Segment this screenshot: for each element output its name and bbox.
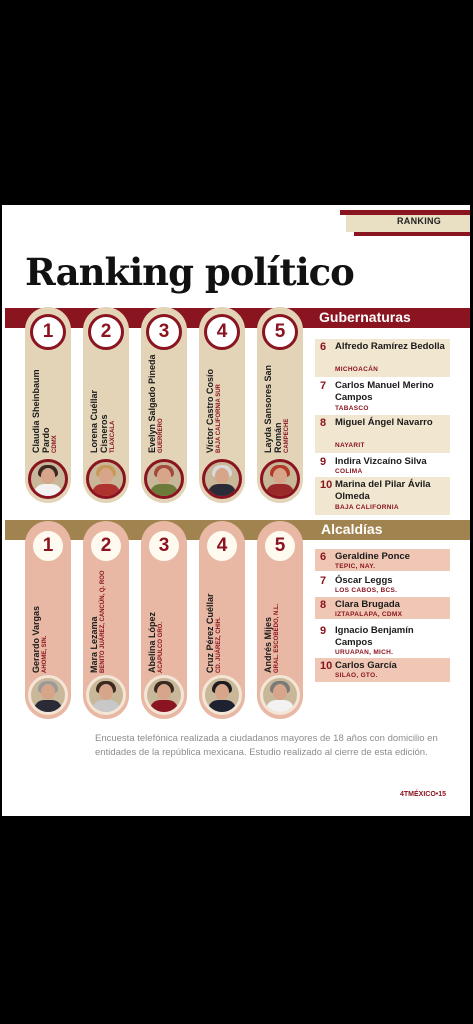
list-rank: 6 — [320, 341, 327, 353]
governor-state: CAMPECHE — [284, 418, 290, 453]
governor-name: Layda Sansores San Román — [263, 364, 283, 453]
rank-badge: 5 — [262, 528, 298, 564]
page-folio: 4TMÉXICO•15 — [400, 791, 447, 798]
list-name: Ignacio Benjamín Campos — [335, 625, 414, 648]
list-place: BAJA CALIFORNIA — [335, 504, 399, 511]
list-rank: 6 — [320, 551, 327, 563]
list-rank: 10 — [320, 660, 333, 672]
governor-name: Evelyn Salgado Pineda — [147, 354, 157, 453]
mayor-name: Andrés Mijes — [263, 616, 273, 673]
mayor-card: 2 Mara Lezama BENITO JUÁREZ, CANCÚN, Q. … — [83, 521, 129, 719]
list-name: Marina del Pilar Ávila Olmeda — [335, 479, 431, 502]
section-label: RANKING — [397, 216, 442, 226]
list-place: URUAPAN, MICH. — [335, 649, 394, 656]
list-name: Carlos García — [335, 660, 397, 671]
mayor-photo — [144, 675, 184, 715]
governor-state: CDMX — [52, 435, 58, 453]
mayor-city: BENITO JUÁREZ, CANCÚN, Q. ROO — [100, 570, 106, 673]
list-name: Miguel Ángel Navarro — [335, 417, 433, 428]
rank-badge: 3 — [146, 314, 182, 350]
gubernaturas-label: Gubernaturas — [319, 309, 411, 325]
mayor-city: CD. JUÁREZ, CHIH. — [216, 617, 222, 673]
mayor-card: 3 Abelina López ACAPULCO GRO. — [141, 521, 187, 719]
list-name: Clara Brugada — [335, 599, 400, 610]
list-place: COLIMA — [335, 468, 363, 475]
governor-name: Lorena Cuéllar Cisneros — [89, 389, 109, 453]
governor-photo — [260, 459, 300, 499]
list-place: SILAO, GTO. — [335, 672, 378, 679]
rank-badge: 3 — [146, 528, 182, 564]
mayor-photo — [260, 675, 300, 715]
mayor-card: 5 Andrés Mijes GRAL. ESCOBEDO, N.L. — [257, 521, 303, 719]
list-rank: 8 — [320, 599, 327, 611]
governor-name: Víctor Castro Cosío — [205, 368, 215, 453]
governor-card: 5 Layda Sansores San Román CAMPECHE — [257, 307, 303, 503]
governor-state: BAJA CALIFORNIA SUR — [216, 384, 222, 453]
list-place: TEPIC, NAY. — [335, 563, 376, 570]
mayor-city: GRAL. ESCOBEDO, N.L. — [274, 603, 280, 673]
list-place: TABASCO — [335, 405, 369, 412]
header-stripe — [340, 210, 470, 215]
mayor-photo — [28, 675, 68, 715]
governor-photo — [86, 459, 126, 499]
mayor-card: 1 Gerardo Vargas AHOME, SIN. — [25, 521, 71, 719]
list-place: MICHOACÁN — [335, 366, 379, 373]
governor-card: 1 Claudia Sheinbaum Pardo CDMX — [25, 307, 71, 503]
governor-state: TLAXCALA — [110, 420, 116, 453]
list-rank: 9 — [320, 625, 327, 637]
governor-card: 2 Lorena Cuéllar Cisneros TLAXCALA — [83, 307, 129, 503]
list-place: LOS CABOS, BCS. — [335, 587, 398, 594]
list-rank: 10 — [320, 479, 333, 491]
rank-badge: 1 — [30, 528, 66, 564]
governor-state: GUERRERO — [158, 418, 164, 453]
mayor-name: Gerardo Vargas — [31, 605, 41, 673]
governor-name: Claudia Sheinbaum Pardo — [31, 369, 51, 453]
list-name: Indira Vizcaíno Silva — [335, 456, 427, 467]
mayor-name: Abelina López — [147, 611, 157, 673]
list-name: Óscar Leggs — [335, 575, 393, 586]
list-name: Alfredo Ramírez Bedolla — [335, 341, 445, 352]
page-title: Ranking político — [25, 250, 355, 294]
list-name: Carlos Manuel Merino Campos — [335, 380, 434, 403]
mayor-city: AHOME, SIN. — [42, 635, 48, 673]
list-rank: 9 — [320, 456, 327, 468]
rank-badge: 1 — [30, 314, 66, 350]
mayor-name: Cruz Pérez Cuéllar — [205, 593, 215, 673]
governor-photo — [202, 459, 242, 499]
governor-photo — [144, 459, 184, 499]
governor-card: 4 Víctor Castro Cosío BAJA CALIFORNIA SU… — [199, 307, 245, 503]
rank-badge: 4 — [204, 314, 240, 350]
governor-card: 3 Evelyn Salgado Pineda GUERRERO — [141, 307, 187, 503]
list-place: NAYARIT — [335, 442, 365, 449]
list-rank: 8 — [320, 417, 327, 429]
alcaldias-label: Alcaldías — [321, 521, 383, 537]
rank-badge: 5 — [262, 314, 298, 350]
mayor-photo — [202, 675, 242, 715]
rank-badge: 2 — [88, 528, 124, 564]
mayor-card: 4 Cruz Pérez Cuéllar CD. JUÁREZ, CHIH. — [199, 521, 245, 719]
governor-photo — [28, 459, 68, 499]
list-rank: 7 — [320, 575, 327, 587]
header-tab — [346, 215, 470, 232]
list-rank: 7 — [320, 380, 327, 392]
rank-badge: 4 — [204, 528, 240, 564]
mayor-name: Mara Lezama — [89, 616, 99, 673]
magazine-page: RANKING Ranking político Gubernaturas 1 … — [2, 205, 470, 816]
rank-badge: 2 — [88, 314, 124, 350]
survey-note: Encuesta telefónica realizada a ciudadan… — [95, 733, 438, 758]
mayor-city: ACAPULCO GRO. — [158, 622, 164, 673]
header-stripe — [354, 232, 470, 236]
list-name: Geraldine Ponce — [335, 551, 410, 562]
list-place: IZTAPALAPA, CDMX — [335, 611, 403, 618]
mayor-photo — [86, 675, 126, 715]
